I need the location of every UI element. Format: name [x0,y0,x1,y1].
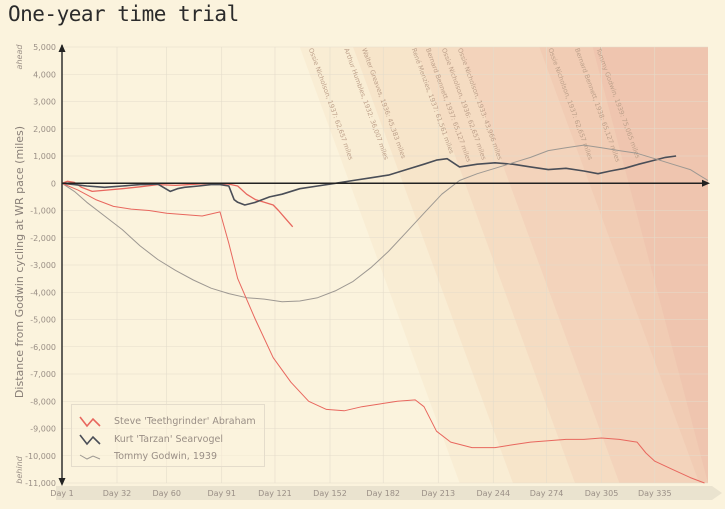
legend-swatch-icon [79,434,101,446]
x-tick-label: Day 60 [152,489,181,498]
y-tick-label: 1,000 [33,152,56,161]
legend-swatch-icon [79,416,101,428]
y-tick-label: -10,000 [25,452,56,461]
x-tick-label: Day 32 [103,489,132,498]
y-tick-label: 0 [51,179,56,188]
legend-item: Kurt 'Tarzan' Searvogel [78,431,223,447]
y-tick-label: -4,000 [30,288,56,297]
y-tick-label: -5,000 [30,316,56,325]
x-tick-label: Day 91 [207,489,236,498]
series-line [61,182,705,484]
x-tick-label: Day 335 [638,489,672,498]
chart-title: One-year time trial [8,2,239,26]
y-axis-label: Distance from Godwin cycling at WR pace … [13,126,26,398]
x-tick-label: Day 1 [50,489,73,498]
axes [56,44,722,500]
legend-item: Steve 'Teethgrinder' Abraham [78,413,256,429]
y-tick-label: 4,000 [33,70,56,79]
y-tick-label: -1,000 [30,207,56,216]
y-tick-label: -2,000 [30,234,56,243]
axis-end-label-behind: behind [15,455,24,483]
zero-line-arrow-icon [702,179,710,187]
y-tick-label: -3,000 [30,261,56,270]
y-tick-label: 3,000 [33,98,56,107]
axis-end-label-ahead: ahead [15,44,24,70]
y-tick-label: -9,000 [30,425,56,434]
x-axis-ticks: Day 1 Day 32 Day 60 Day 91 Day 121 Day 152 Day… [50,489,671,498]
y-tick-label: -7,000 [30,370,56,379]
legend-label: Tommy Godwin, 1939 [114,450,218,462]
x-tick-label: Day 182 [366,489,400,498]
y-tick-label: -8,000 [30,397,56,406]
x-tick-label: Day 152 [313,489,347,498]
x-tick-label: Day 244 [476,489,510,498]
x-tick-label: Day 274 [530,489,564,498]
y-tick-label: -11,000 [25,479,56,488]
y-tick-label: 2,000 [33,125,56,134]
legend-label: Steve 'Teethgrinder' Abraham [114,415,256,427]
y-axis-arrow-bottom-icon [58,478,66,486]
y-axis-ticks: 5,000 4,000 3,000 2,000 1,000 0 -1,000 -2,000 -3… [25,43,56,488]
x-tick-label: Day 121 [258,489,292,498]
x-tick-label: Day 305 [585,489,619,498]
y-tick-label: 5,000 [33,43,56,52]
legend-label: Kurt 'Tarzan' Searvogel [114,433,224,445]
y-tick-label: -6,000 [30,343,56,352]
series-line [61,144,709,303]
legend-swatch-icon [79,454,101,460]
x-axis-ribbon [56,486,722,500]
y-axis-arrow-top-icon [58,44,66,52]
legend: Steve 'Teethgrinder' Abraham Kurt 'Tarza… [71,404,265,467]
x-tick-label: Day 213 [421,489,455,498]
legend-item: Tommy Godwin, 1939 [78,448,217,464]
